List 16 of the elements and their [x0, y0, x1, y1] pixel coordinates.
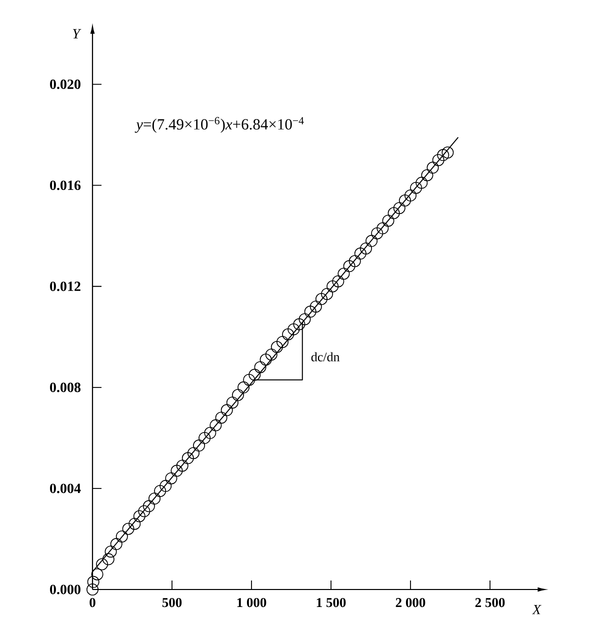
y-axis-title: Y — [72, 29, 82, 38]
x-tick-label: 0 — [90, 598, 96, 608]
x-tick-label: 2 000 — [396, 598, 426, 608]
x-axis-title: X — [532, 605, 542, 614]
annotation: y=(7.49×10$^{−6}$)x+6.84×10$^{−4}$ — [134, 117, 304, 133]
x-tick-label: 1 000 — [237, 598, 266, 608]
y-tick-label: 0.004 — [50, 484, 81, 494]
series-label: dc/dn — [311, 352, 340, 362]
y-tick-label: 0.020 — [50, 80, 80, 90]
y-tick-label: 0.000 — [50, 584, 80, 594]
y-tick-label: 0.012 — [50, 282, 80, 292]
y-tick-label: 0.016 — [50, 180, 81, 190]
x-tick-label: 2 500 — [475, 598, 505, 608]
y-tick-label: 0.008 — [50, 382, 81, 392]
x-tick-label: 1 500 — [316, 598, 346, 608]
x-tick-label: 500 — [162, 598, 182, 608]
